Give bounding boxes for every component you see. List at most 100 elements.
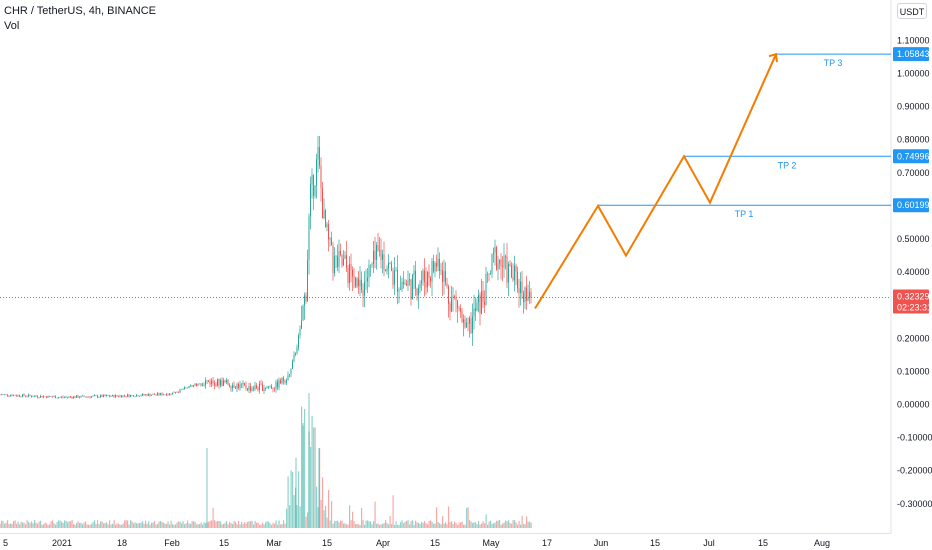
volume-bar — [268, 521, 270, 528]
candle-body — [367, 277, 368, 282]
candle-body — [139, 396, 140, 397]
price-tick-label: 0.90000 — [897, 102, 930, 112]
candle-body — [320, 165, 322, 189]
volume-bar — [229, 522, 231, 528]
candle-body — [254, 385, 256, 390]
volume-bar — [232, 523, 234, 528]
candle-body — [277, 381, 278, 388]
candle-body — [523, 293, 524, 303]
volume-bar — [302, 423, 304, 528]
volume-bar — [169, 524, 171, 528]
volume-bar — [94, 520, 96, 528]
candle-body — [293, 354, 295, 361]
volume-bar — [274, 523, 276, 528]
volume-bar — [37, 523, 39, 528]
tp-price-tag — [893, 149, 929, 164]
volume-bar — [397, 524, 399, 528]
candle-body — [176, 392, 178, 393]
currency-unit-button[interactable]: USDT — [897, 3, 927, 19]
volume-bar — [332, 523, 334, 528]
candle-body — [371, 263, 373, 265]
candle-body — [226, 380, 227, 383]
volume-bar — [164, 523, 166, 528]
candle-body — [439, 258, 440, 271]
volume-bar — [284, 523, 286, 528]
candle-body — [239, 383, 241, 389]
volume-bar — [304, 409, 306, 528]
candlestick-series — [0, 135, 532, 400]
volume-bar — [34, 520, 36, 528]
volume-bar — [202, 524, 204, 528]
volume-bar — [154, 521, 156, 528]
candle-body — [151, 394, 152, 396]
volume-bar — [163, 522, 165, 528]
candle-body — [290, 368, 292, 375]
candle-body — [530, 291, 532, 298]
volume-bar — [499, 520, 501, 528]
volume-bar — [145, 520, 147, 528]
candle-body — [337, 256, 338, 268]
volume-bar — [412, 520, 414, 528]
volume-bar — [14, 520, 16, 528]
candle-body — [362, 290, 364, 296]
volume-bar — [421, 521, 423, 528]
candle-body — [289, 374, 290, 376]
candle-body — [506, 256, 508, 283]
candle-body — [478, 295, 479, 303]
candle-body — [286, 380, 287, 383]
volume-bar — [329, 520, 331, 528]
volume-bar — [260, 524, 262, 528]
candle-body — [203, 384, 205, 386]
volume-bar — [116, 523, 118, 528]
volume-bar — [221, 524, 223, 528]
time-axis[interactable]: 5 2021 18 Feb 15 Mar 15 Apr 15 May 17 Jun 15 Jul 15 Aug — [3, 538, 830, 548]
volume-indicator-label[interactable]: Vol — [4, 20, 20, 32]
volume-bar — [502, 523, 504, 528]
candle-body — [0, 394, 1, 396]
volume-bar — [425, 523, 427, 528]
candle-body — [430, 277, 431, 282]
volume-bar — [80, 522, 82, 528]
candle-body — [335, 256, 337, 257]
candle-body — [2, 394, 4, 396]
candle-body — [481, 290, 482, 314]
candle-body — [422, 270, 424, 281]
tp-price-value: 0.60199 — [897, 200, 930, 210]
volume-bar — [344, 523, 346, 528]
candle-body — [71, 396, 73, 399]
candle-body — [428, 271, 430, 278]
candle-body — [29, 394, 31, 396]
price-tick-label: 0.10000 — [897, 366, 930, 376]
volume-bar — [19, 524, 21, 528]
price-tick-label: 0.40000 — [897, 267, 930, 277]
volume-bar — [520, 524, 522, 528]
volume-bar — [283, 520, 285, 528]
volume-bar — [70, 521, 72, 528]
candle-body — [164, 394, 166, 396]
volume-bar — [130, 520, 132, 528]
volume-bar — [353, 521, 355, 528]
candle-body — [470, 318, 472, 333]
volume-bar — [313, 427, 315, 528]
price-axis[interactable]: 1.100001.000000.900000.800000.700000.600… — [897, 35, 932, 508]
symbol-title[interactable]: CHR / TetherUS, 4h, BINANCE — [4, 5, 157, 17]
take-profit-levels[interactable]: TP 1 0.60199 TP 2 0.74996 TP 3 1.05843 — [598, 47, 930, 219]
candle-body — [524, 287, 526, 303]
volume-bar — [208, 521, 210, 528]
volume-bar — [401, 520, 403, 528]
candle-body — [395, 269, 397, 271]
candle-body — [413, 270, 415, 276]
volume-bar — [431, 521, 433, 528]
volume-bar — [185, 523, 187, 528]
volume-bar — [503, 522, 505, 528]
volume-bar — [64, 520, 66, 528]
volume-bar — [197, 524, 199, 528]
volume-bar — [470, 521, 472, 528]
projection-path[interactable] — [534, 53, 777, 310]
volume-bar — [352, 511, 354, 528]
candle-body — [334, 256, 335, 274]
time-tick-label: 15 — [650, 538, 660, 548]
volume-bar — [512, 519, 514, 528]
volume-bar — [121, 524, 123, 528]
